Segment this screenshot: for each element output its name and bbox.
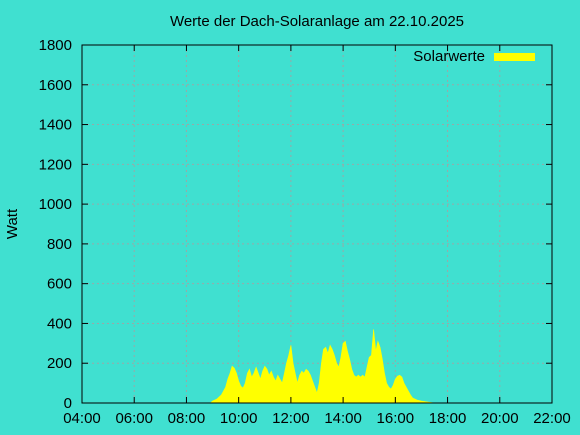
y-tick-label: 400 [47, 315, 72, 332]
x-tick-label: 06:00 [115, 410, 153, 427]
x-tick-label: 14:00 [324, 410, 362, 427]
y-axis-label: Watt [4, 208, 21, 239]
y-tick-labels: 0 200 400 600 800 1000 1200 1400 1600 1800 [39, 37, 72, 412]
y-tick-label: 1200 [39, 156, 72, 173]
x-tick-label: 08:00 [168, 410, 206, 427]
x-tick-labels: 04:00 06:00 08:00 10:00 12:00 14:00 16:00 18:00… [63, 410, 571, 427]
x-tick-label: 10:00 [220, 410, 258, 427]
y-tick-label: 600 [47, 276, 72, 293]
legend-label: Solarwerte [413, 48, 485, 65]
y-tick-label: 200 [47, 355, 72, 372]
series-area-solarwerte [209, 329, 435, 404]
grid [82, 45, 552, 403]
series-layer [209, 329, 435, 404]
legend-swatch [494, 53, 535, 61]
y-tick-label: 1000 [39, 196, 72, 213]
plot-frame [81, 44, 553, 404]
x-tick-label: 20:00 [481, 410, 519, 427]
x-tick-label: 18:00 [429, 410, 467, 427]
legend: Solarwerte [413, 48, 535, 65]
y-tick-label: 800 [47, 236, 72, 253]
x-tick-label: 16:00 [377, 410, 415, 427]
y-tick-label: 1400 [39, 117, 72, 134]
y-tick-label: 1600 [39, 77, 72, 94]
x-tick-label: 12:00 [272, 410, 310, 427]
y-tick-label: 1800 [39, 37, 72, 54]
x-tick-label: 22:00 [533, 410, 571, 427]
ticks [81, 44, 553, 404]
y-tick-label: 0 [64, 395, 72, 412]
x-tick-label: 04:00 [63, 410, 101, 427]
chart-title: Werte der Dach-Solaranlage am 22.10.2025 [170, 13, 464, 30]
